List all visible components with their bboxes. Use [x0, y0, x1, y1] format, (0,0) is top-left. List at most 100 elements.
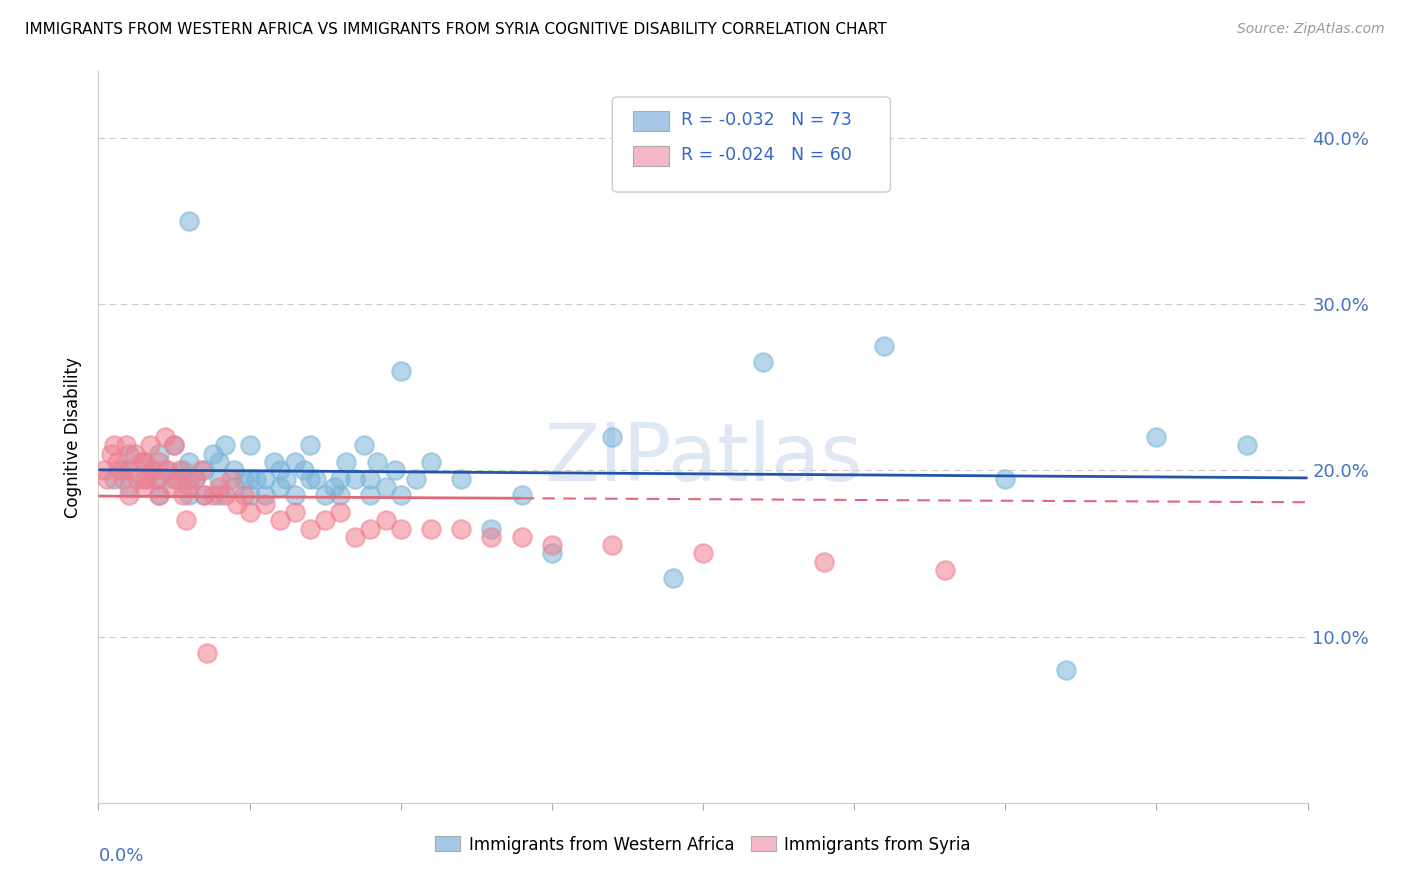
Point [153, 463, 176, 477]
Point [239, 472, 262, 486]
Point [208, 455, 231, 469]
Point [661, 571, 683, 585]
Point [202, 488, 225, 502]
Point [190, 463, 212, 477]
Point [405, 472, 427, 486]
Point [239, 488, 262, 502]
Point [450, 472, 472, 486]
Point [602, 430, 624, 444]
Point [269, 513, 291, 527]
Point [179, 455, 201, 469]
Point [374, 513, 396, 527]
Point [1236, 438, 1258, 452]
Text: Source: ZipAtlas.com: Source: ZipAtlas.com [1237, 22, 1385, 37]
Point [284, 455, 307, 469]
Point [148, 488, 170, 502]
FancyBboxPatch shape [633, 111, 669, 131]
Point [481, 530, 503, 544]
Point [214, 488, 236, 502]
Point [389, 363, 412, 377]
Point [156, 463, 179, 477]
Point [93, 463, 115, 477]
Point [269, 463, 291, 477]
Point [202, 447, 225, 461]
Point [232, 472, 254, 486]
Point [195, 646, 218, 660]
Point [103, 472, 125, 486]
Point [132, 455, 155, 469]
Point [145, 472, 167, 486]
Point [214, 438, 236, 452]
Point [132, 472, 155, 486]
Point [100, 447, 122, 461]
Point [366, 455, 388, 469]
Point [329, 472, 352, 486]
Point [335, 455, 357, 469]
Point [139, 438, 162, 452]
Point [329, 488, 352, 502]
Point [174, 513, 197, 527]
Point [692, 546, 714, 560]
Point [314, 488, 336, 502]
Text: R = -0.024   N = 60: R = -0.024 N = 60 [682, 146, 852, 164]
Point [253, 472, 276, 486]
Point [184, 472, 207, 486]
Point [153, 430, 176, 444]
Point [602, 538, 624, 552]
Point [118, 488, 141, 502]
Point [253, 497, 276, 511]
Point [420, 455, 443, 469]
Point [224, 463, 246, 477]
Point [96, 472, 118, 486]
Point [994, 472, 1017, 486]
Point [1144, 430, 1167, 444]
Point [284, 505, 307, 519]
Point [344, 472, 367, 486]
Point [389, 488, 412, 502]
Point [226, 497, 249, 511]
Point [239, 505, 262, 519]
Point [510, 488, 533, 502]
Point [135, 472, 157, 486]
Point [132, 480, 155, 494]
Y-axis label: Cognitive Disability: Cognitive Disability [65, 357, 83, 517]
Point [193, 463, 215, 477]
Point [148, 488, 170, 502]
Point [284, 488, 307, 502]
Point [329, 505, 352, 519]
Point [142, 463, 165, 477]
Point [169, 463, 191, 477]
Point [389, 521, 412, 535]
Point [263, 455, 285, 469]
Point [163, 472, 186, 486]
Point [193, 488, 215, 502]
Point [274, 472, 297, 486]
Point [105, 455, 128, 469]
Text: IMMIGRANTS FROM WESTERN AFRICA VS IMMIGRANTS FROM SYRIA COGNITIVE DISABILITY COR: IMMIGRANTS FROM WESTERN AFRICA VS IMMIGR… [25, 22, 887, 37]
Point [108, 463, 131, 477]
Point [163, 438, 186, 452]
Point [299, 521, 322, 535]
Point [374, 480, 396, 494]
Point [752, 355, 775, 369]
Point [292, 463, 315, 477]
Point [208, 472, 231, 486]
FancyBboxPatch shape [613, 97, 890, 192]
Point [172, 488, 194, 502]
Point [118, 480, 141, 494]
Point [184, 472, 207, 486]
Point [208, 480, 231, 494]
Point [179, 480, 201, 494]
Point [111, 472, 134, 486]
Point [221, 472, 243, 486]
Point [813, 555, 835, 569]
Point [142, 463, 165, 477]
Point [450, 521, 472, 535]
Point [299, 472, 322, 486]
Point [232, 488, 254, 502]
Text: R = -0.032   N = 73: R = -0.032 N = 73 [682, 112, 852, 129]
Point [124, 447, 146, 461]
Point [179, 488, 201, 502]
Point [118, 463, 141, 477]
Point [420, 521, 443, 535]
